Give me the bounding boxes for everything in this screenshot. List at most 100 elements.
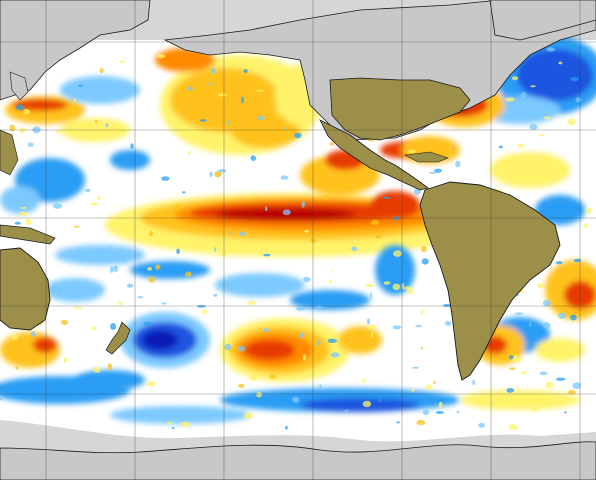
anomaly-speckle xyxy=(331,270,334,274)
anomaly-speckle xyxy=(14,221,21,225)
anomaly-speckle xyxy=(109,266,114,273)
anomaly-speckle xyxy=(167,421,172,425)
anomaly-speckle xyxy=(209,171,213,177)
anomaly-speckle xyxy=(424,233,427,236)
anomaly-speckle xyxy=(238,346,246,352)
anomaly-speckle xyxy=(213,293,218,297)
anomaly-speckle xyxy=(416,419,426,426)
antarctica-landmass xyxy=(0,441,596,480)
anomaly-speckle xyxy=(336,248,345,252)
anomaly-speckle xyxy=(105,123,109,128)
anomaly-speckle xyxy=(180,421,191,427)
anomaly-speckle xyxy=(282,209,291,216)
south-pacific-warm-blob xyxy=(220,318,382,382)
anomaly-speckle xyxy=(226,120,230,125)
anomaly-speckle xyxy=(411,388,415,392)
anomaly-speckle xyxy=(378,396,381,403)
anomaly-speckle xyxy=(316,339,321,346)
anomaly-speckle xyxy=(412,366,420,369)
anomaly-speckle xyxy=(27,142,34,147)
anomaly-speckle xyxy=(543,299,551,307)
anomaly-speckle xyxy=(393,250,402,257)
central-america-landmass xyxy=(319,119,429,191)
anomaly-speckle xyxy=(344,409,349,412)
anomaly-speckle xyxy=(262,102,270,108)
anomaly-speckle xyxy=(218,93,227,97)
anomaly-speckle xyxy=(313,165,322,172)
anomaly-speckle xyxy=(19,211,27,217)
anomaly-speckle xyxy=(113,265,119,273)
anomaly-speckle xyxy=(314,305,324,310)
anomaly-speckle xyxy=(161,176,170,181)
southeast-asia-islands xyxy=(0,129,19,176)
anomaly-speckle xyxy=(555,377,566,381)
equatorial-warm-tongue xyxy=(105,142,475,257)
anomaly-speckle xyxy=(109,245,112,248)
anomaly-speckle xyxy=(228,347,238,353)
anomaly-speckle xyxy=(408,149,416,154)
anomaly-speckle xyxy=(498,145,503,149)
japan-landmass xyxy=(9,71,29,101)
anomaly-speckle xyxy=(575,97,582,103)
anomaly-speckle xyxy=(187,86,193,91)
anomaly-speckle xyxy=(285,127,288,130)
anomaly-speckle xyxy=(243,69,248,73)
anomaly-speckle xyxy=(507,112,516,116)
anomaly-speckle xyxy=(73,307,83,310)
anomaly-speckle xyxy=(422,410,430,415)
anomaly-speckle xyxy=(15,104,24,111)
anomaly-speckle xyxy=(420,347,423,350)
anomaly-speckle xyxy=(202,309,208,314)
anomaly-speckle xyxy=(428,171,438,174)
anomaly-speckle xyxy=(529,322,532,328)
anomaly-speckle xyxy=(435,411,444,414)
anomaly-speckle xyxy=(241,96,244,104)
anomaly-speckle xyxy=(407,287,414,295)
anomaly-speckle xyxy=(567,390,577,395)
new-guinea-landmass xyxy=(0,224,56,245)
anomaly-speckle xyxy=(194,245,202,249)
anomaly-speckle xyxy=(508,355,514,360)
anomaly-speckle xyxy=(156,54,166,59)
anomaly-speckle xyxy=(521,370,527,375)
anomaly-speckle xyxy=(485,394,495,400)
anomaly-speckle xyxy=(238,384,245,388)
anomaly-speckle xyxy=(99,67,104,74)
anomaly-speckle xyxy=(420,309,424,315)
anomaly-speckle xyxy=(199,119,207,122)
anomaly-speckle xyxy=(530,85,536,88)
anomaly-speckle xyxy=(544,381,555,389)
anomaly-speckle xyxy=(149,230,153,237)
anomaly-speckle xyxy=(570,77,579,82)
anomaly-speckle xyxy=(63,356,68,364)
anomaly-speckle xyxy=(375,234,382,239)
anomaly-speckle xyxy=(514,354,518,360)
anomaly-speckle xyxy=(392,325,402,330)
anomaly-speckle xyxy=(548,352,552,358)
anomaly-speckle xyxy=(415,324,423,328)
kuroshio-warm-streak xyxy=(5,96,130,142)
anomaly-speckle xyxy=(175,203,180,211)
anomaly-speckle xyxy=(319,384,323,388)
anomaly-speckle xyxy=(456,410,460,414)
anomaly-speckle xyxy=(583,223,589,229)
anomaly-speckle xyxy=(172,426,175,430)
anomaly-speckle xyxy=(586,207,592,215)
anomaly-speckle xyxy=(329,141,335,146)
anomaly-speckle xyxy=(55,129,63,134)
anomaly-speckle xyxy=(107,363,113,371)
caribbean-islands xyxy=(404,151,449,163)
anomaly-speckle xyxy=(208,82,213,86)
anomaly-speckle xyxy=(143,321,153,326)
anomaly-speckle xyxy=(366,318,371,325)
anomaly-speckle xyxy=(383,281,391,285)
anomaly-speckle xyxy=(421,258,429,265)
anomaly-speckle xyxy=(362,378,366,383)
anomaly-speckle xyxy=(176,248,180,255)
anomaly-speckle xyxy=(185,271,192,277)
anomaly-speckle xyxy=(15,366,19,370)
anomaly-speckle xyxy=(30,331,36,337)
anomaly-speckle xyxy=(123,257,126,263)
anomaly-speckle xyxy=(294,132,302,139)
